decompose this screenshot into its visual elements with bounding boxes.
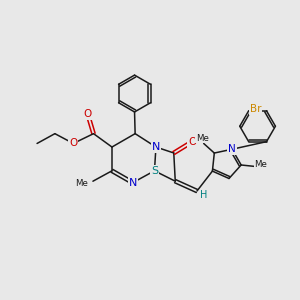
Text: Me: Me (196, 134, 209, 142)
Text: Br: Br (250, 104, 262, 114)
Text: S: S (151, 166, 158, 176)
Text: N: N (228, 144, 236, 154)
Text: Me: Me (75, 179, 88, 188)
Text: O: O (188, 137, 196, 147)
Text: N: N (152, 142, 160, 152)
Text: N: N (129, 178, 137, 188)
Text: O: O (83, 109, 92, 119)
Text: Me: Me (254, 160, 267, 169)
Text: O: O (69, 139, 77, 148)
Text: H: H (200, 190, 207, 200)
